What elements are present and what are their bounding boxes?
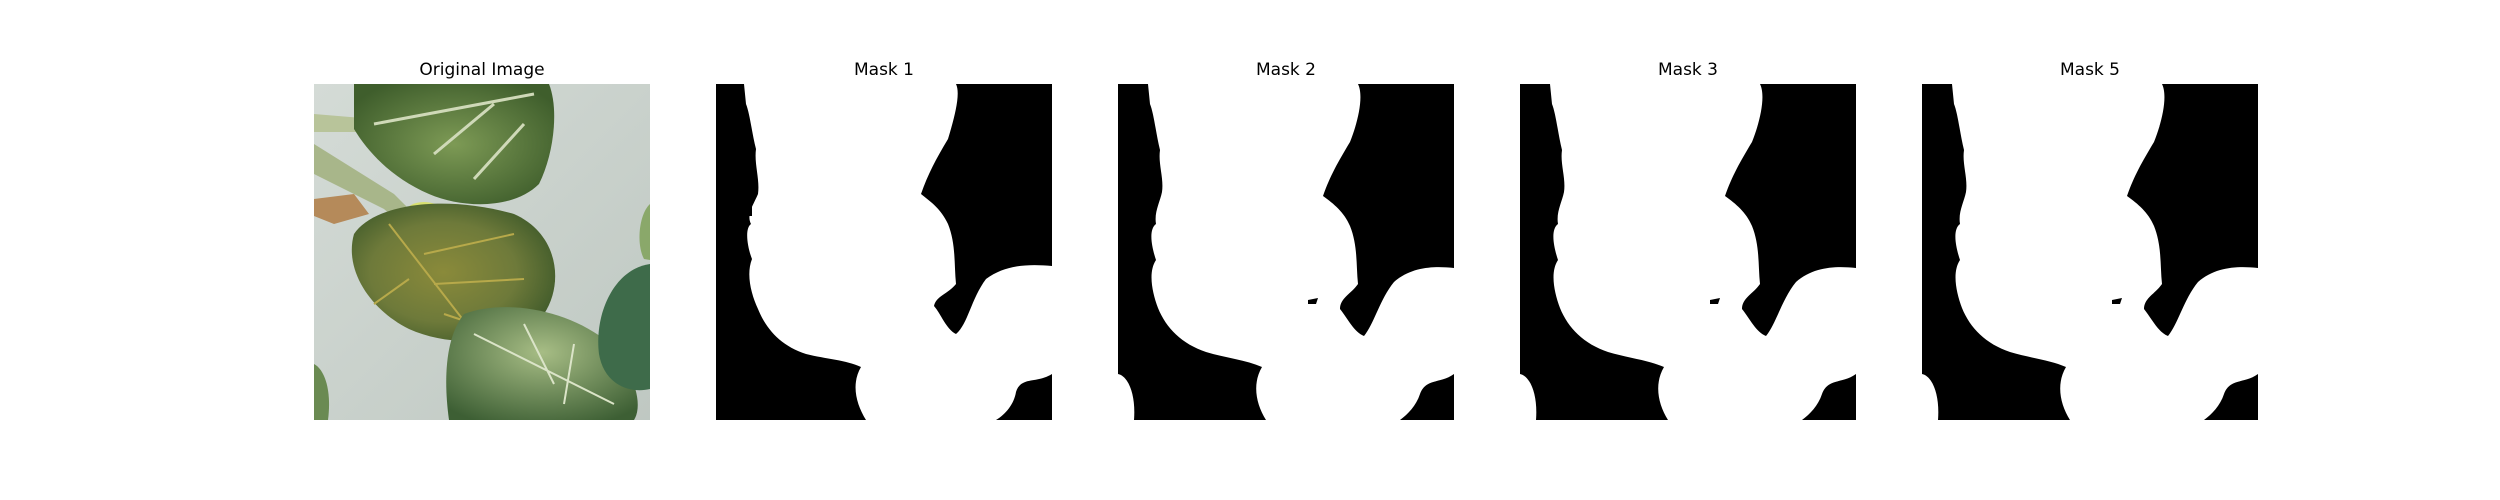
mask-1-image bbox=[716, 84, 1052, 420]
panel-title: Mask 5 bbox=[2059, 60, 2120, 80]
original-image bbox=[314, 84, 650, 420]
panel-title: Mask 3 bbox=[1657, 60, 1718, 80]
panel-title: Mask 2 bbox=[1255, 60, 1316, 80]
mask-2-image bbox=[1118, 84, 1454, 420]
mask-5-image bbox=[1922, 84, 2258, 420]
mask-3-image bbox=[1520, 84, 1856, 420]
panel-title: Original Image bbox=[419, 60, 545, 80]
panel-title: Mask 1 bbox=[853, 60, 914, 80]
